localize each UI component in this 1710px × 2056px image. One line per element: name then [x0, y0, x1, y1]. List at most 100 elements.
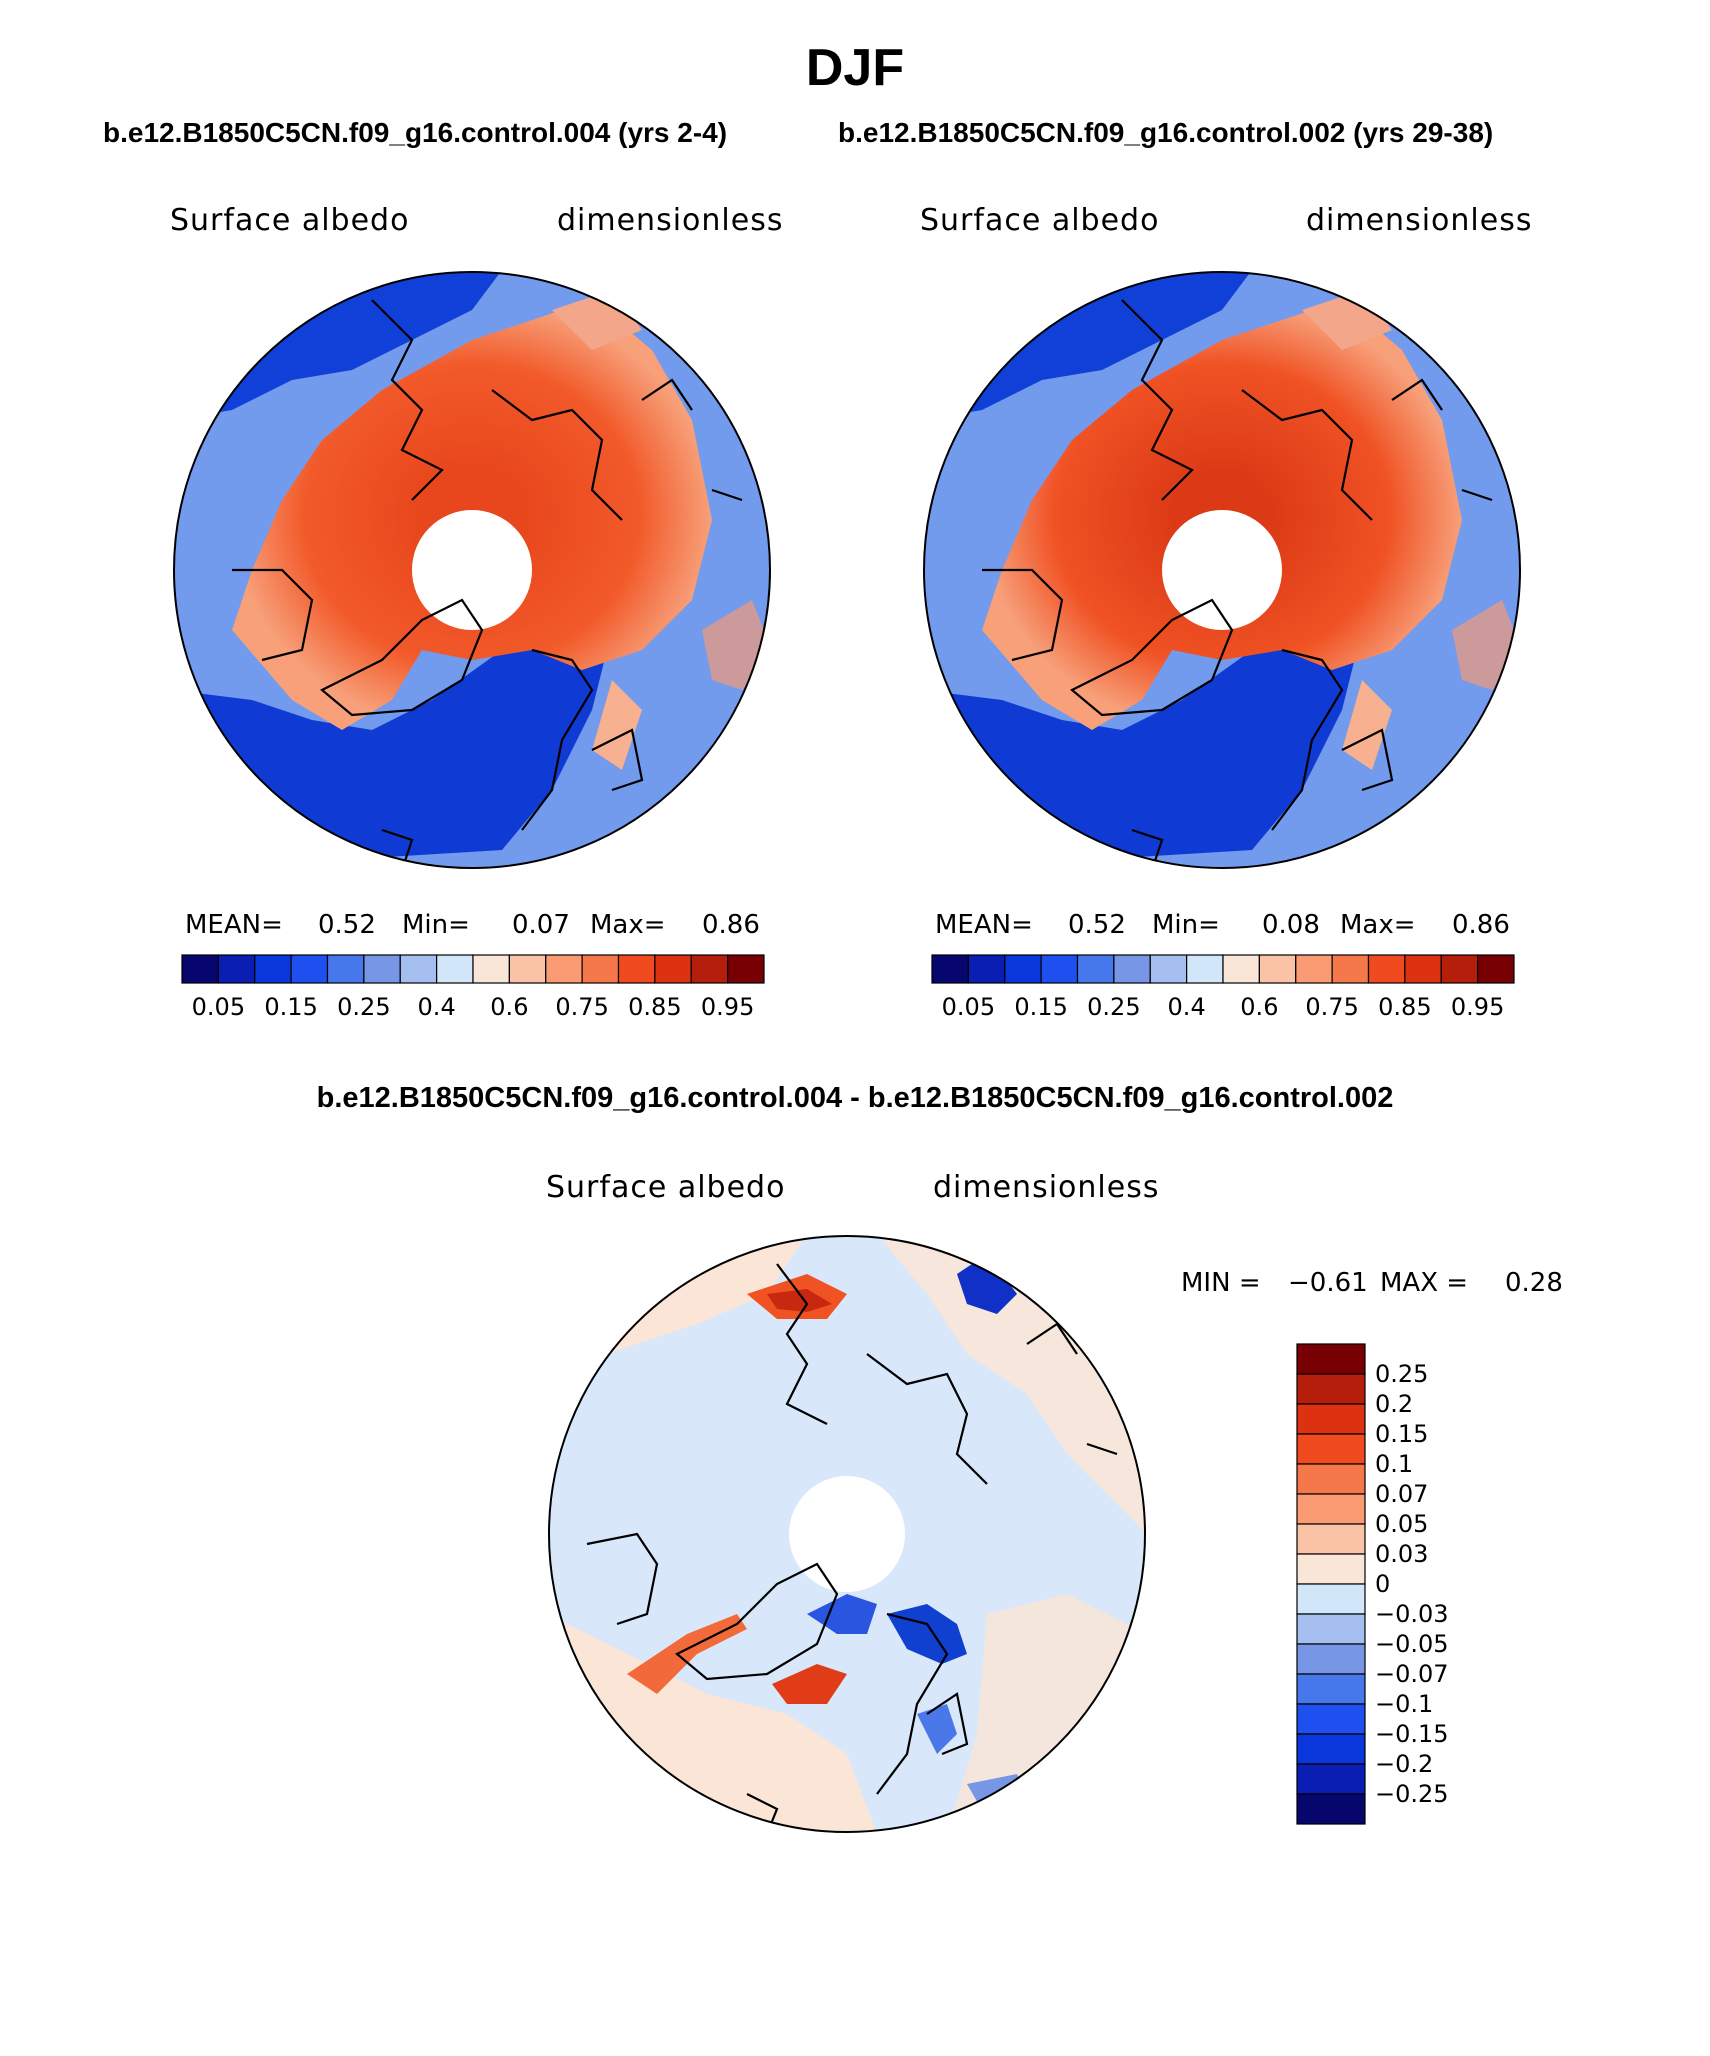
colorbar-tick-label: 0.15 — [264, 993, 318, 1021]
colorbar-swatch — [1186, 954, 1224, 984]
colorbar-swatch — [399, 954, 438, 984]
colorbar-swatch — [1296, 1583, 1366, 1615]
colorbar-tick-label: 0.05 — [1375, 1510, 1429, 1538]
colorbar-swatch — [545, 954, 583, 984]
colorbar-swatch — [931, 954, 969, 984]
colorbar-swatch — [181, 954, 219, 984]
diff-map — [548, 1235, 1146, 1833]
diff-units: dimensionless — [933, 1170, 1160, 1205]
colorbar-swatch — [1004, 954, 1042, 984]
colorbar-tick-label: −0.25 — [1375, 1780, 1449, 1808]
colorbar-tick-label: −0.03 — [1375, 1600, 1449, 1628]
colorbar-swatch — [436, 954, 474, 984]
colorbar-swatch — [727, 954, 765, 984]
colorbar-swatch — [1296, 1403, 1366, 1435]
colorbar-swatch — [1296, 1553, 1366, 1585]
colorbar-tick-label: 0.25 — [1375, 1360, 1429, 1388]
colorbar-tick-label: 0 — [1375, 1570, 1391, 1598]
colorbar-tick-label: −0.2 — [1375, 1750, 1434, 1778]
panel2-min-label: Min= — [1152, 910, 1220, 940]
colorbar-swatch — [1296, 1673, 1366, 1705]
panel1-variable: Surface albedo — [170, 203, 410, 238]
figure-title: DJF — [805, 39, 905, 97]
colorbar-tick-label: 0.2 — [1375, 1390, 1414, 1418]
diff-min-label: MIN = — [1181, 1268, 1261, 1298]
colorbar-tick-label: −0.15 — [1375, 1720, 1449, 1748]
panel1-map — [173, 271, 771, 869]
panel1-max: 0.86 — [702, 910, 760, 940]
colorbar-tick-label: 0.15 — [1014, 993, 1068, 1021]
panel2-mean-label: MEAN= — [935, 910, 1033, 940]
panel2-colorbar — [931, 954, 1515, 984]
panel1-min: 0.07 — [512, 910, 570, 940]
colorbar-swatch — [1113, 954, 1151, 984]
colorbar-tick-label: 0.4 — [417, 993, 456, 1021]
colorbar-tick-label: 0.95 — [700, 993, 755, 1021]
diff-colorbar — [1296, 1343, 1366, 1825]
colorbar-swatch — [508, 954, 547, 984]
colorbar-swatch — [1331, 954, 1370, 984]
colorbar-swatch — [1296, 1733, 1366, 1765]
colorbar-tick-label: 0.25 — [337, 993, 391, 1021]
colorbar-swatch — [1296, 1493, 1366, 1525]
panel1-min-label: Min= — [402, 910, 470, 940]
colorbar-tick-label: 0.75 — [1305, 993, 1359, 1021]
colorbar-tick-label: 0.07 — [1375, 1480, 1429, 1508]
panel2-variable: Surface albedo — [920, 203, 1160, 238]
colorbar-swatch — [363, 954, 401, 984]
colorbar-tick-label: 0.85 — [1378, 993, 1432, 1021]
panel1-colorbar — [181, 954, 765, 984]
colorbar-tick-label: 0.05 — [191, 993, 246, 1021]
colorbar-swatch — [1296, 1703, 1366, 1735]
colorbar-swatch — [1296, 1763, 1366, 1795]
colorbar-tick-label: −0.1 — [1375, 1690, 1434, 1718]
colorbar-swatch — [1404, 954, 1442, 984]
colorbar-tick-label: 0.95 — [1450, 993, 1505, 1021]
colorbar-tick-label: −0.05 — [1375, 1630, 1449, 1658]
colorbar-tick-label: 0.25 — [1087, 993, 1141, 1021]
colorbar-tick-label: −0.07 — [1375, 1660, 1449, 1688]
colorbar-swatch — [690, 954, 729, 984]
colorbar-swatch — [472, 954, 510, 984]
colorbar-swatch — [1222, 954, 1260, 984]
colorbar-swatch — [1296, 1523, 1366, 1555]
colorbar-tick-label: 0.6 — [490, 993, 529, 1021]
colorbar-swatch — [1076, 954, 1115, 984]
colorbar-swatch — [326, 954, 365, 984]
colorbar-swatch — [1296, 1343, 1366, 1375]
colorbar-swatch — [217, 954, 256, 984]
colorbar-tick-label: 0.75 — [555, 993, 609, 1021]
colorbar-swatch — [1149, 954, 1188, 984]
panel1-mean: 0.52 — [318, 910, 376, 940]
diff-min: −0.61 — [1288, 1268, 1368, 1298]
colorbar-tick-label: 0.03 — [1375, 1540, 1429, 1568]
colorbar-swatch — [1296, 1793, 1366, 1825]
colorbar-swatch — [290, 954, 329, 984]
colorbar-swatch — [1440, 954, 1479, 984]
case2-label: b.e12.B1850C5CN.f09_g16.control.002 (yrs… — [838, 117, 1494, 148]
colorbar-swatch — [1296, 1373, 1366, 1405]
colorbar-swatch — [1477, 954, 1515, 984]
colorbar-swatch — [1296, 1643, 1366, 1675]
colorbar-tick-label: 0.1 — [1375, 1450, 1414, 1478]
colorbar-swatch — [967, 954, 1006, 984]
colorbar-swatch — [1296, 1433, 1366, 1465]
colorbar-swatch — [617, 954, 656, 984]
diff-label: b.e12.B1850C5CN.f09_g16.control.004 - b.… — [316, 1082, 1394, 1114]
colorbar-swatch — [1296, 1613, 1366, 1645]
diff-variable: Surface albedo — [546, 1170, 786, 1205]
case1-label: b.e12.B1850C5CN.f09_g16.control.004 (yrs… — [103, 117, 728, 148]
colorbar-swatch — [1295, 954, 1333, 984]
panel2-max-label: Max= — [1340, 910, 1416, 940]
panel2-min: 0.08 — [1262, 910, 1320, 940]
colorbar-swatch — [254, 954, 292, 984]
colorbar-tick-label: 0.6 — [1240, 993, 1279, 1021]
colorbar-tick-label: 0.85 — [628, 993, 682, 1021]
colorbar-tick-label: 0.15 — [1375, 1420, 1429, 1448]
panel2-units: dimensionless — [1306, 203, 1533, 238]
panel1-mean-label: MEAN= — [185, 910, 283, 940]
colorbar-swatch — [1040, 954, 1079, 984]
colorbar-swatch — [1258, 954, 1297, 984]
colorbar-swatch — [654, 954, 692, 984]
colorbar-swatch — [1367, 954, 1406, 984]
